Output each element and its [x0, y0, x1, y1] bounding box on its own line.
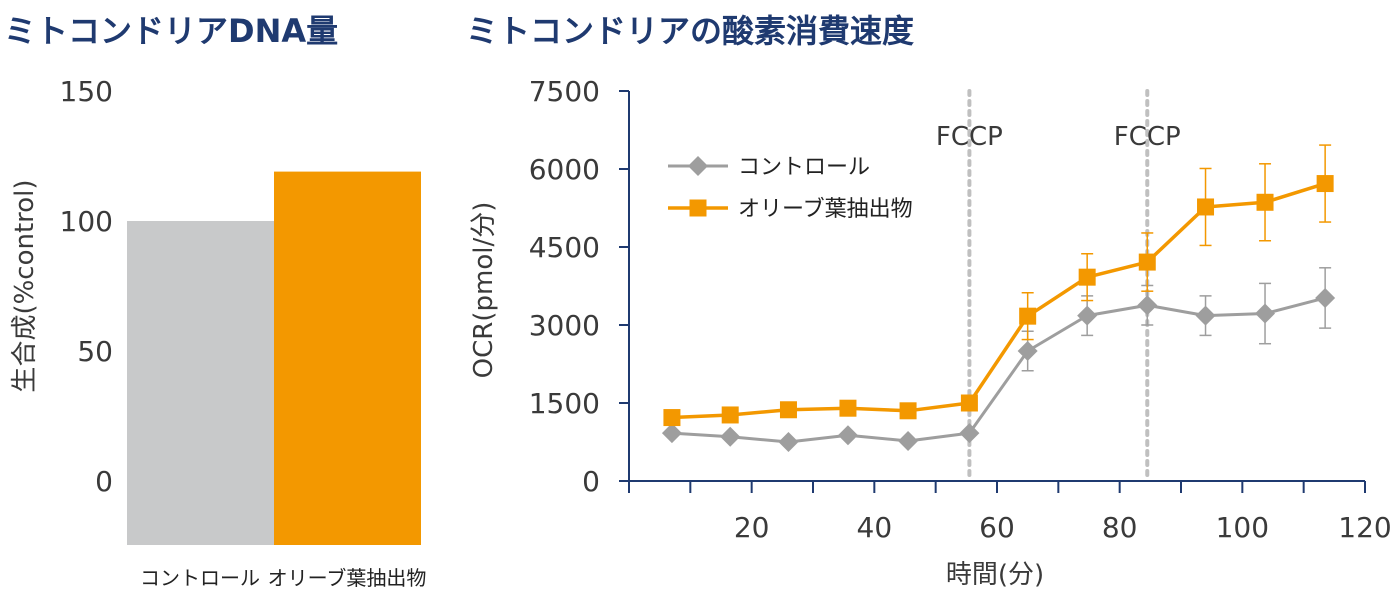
legend-label: オリーブ葉抽出物	[738, 197, 913, 222]
data-point	[779, 401, 797, 419]
data-point	[663, 409, 681, 427]
y-tick-label: 6000	[529, 153, 600, 186]
y-axis-label: OCR(pmol/分)	[469, 202, 499, 379]
bar-chart: 150 100 50 0 コントロール オリーブ葉抽出物 生合成(%control)	[10, 75, 426, 590]
x-tick-label: 120	[1338, 511, 1391, 544]
data-point	[1017, 341, 1038, 361]
y-tick-label: 0	[582, 465, 600, 498]
x-tick-label: 60	[979, 511, 1015, 544]
data-point	[1316, 175, 1334, 193]
y-axis-label: 生合成(%control)	[10, 179, 40, 392]
y-tick-label: 150	[60, 75, 113, 108]
legend-marker	[689, 199, 707, 217]
y-tick-label: 50	[77, 335, 113, 368]
series-line	[671, 181, 1326, 420]
data-point	[1315, 287, 1336, 308]
data-point	[1256, 193, 1274, 211]
x-axis-label: 時間(分)	[946, 560, 1044, 590]
data-point	[1078, 268, 1096, 286]
data-point	[721, 406, 739, 424]
legend-marker	[688, 156, 708, 176]
data-point	[720, 426, 741, 447]
legend-label: コントロール	[738, 155, 870, 180]
y-tick-label: 7500	[529, 75, 600, 108]
y-tick-label: 100	[60, 205, 113, 238]
data-point	[837, 425, 858, 446]
bar-olive-leaf-extract	[274, 171, 421, 545]
data-point	[1137, 295, 1158, 316]
series-line	[671, 296, 1326, 444]
line-chart: FCCP FCCP 7500 6000 4500 3000 1500 0 20 40 60 80 100…	[469, 75, 1392, 590]
x-tick-label: 40	[857, 511, 893, 544]
data-point	[960, 394, 978, 412]
data-point	[898, 430, 919, 451]
x-tick-label: 100	[1216, 511, 1269, 544]
data-point	[839, 399, 857, 417]
fccp-label: FCCP	[1114, 122, 1181, 152]
bar-chart-title: ミトコンドリアDNA量	[4, 12, 338, 50]
data-point	[1255, 303, 1276, 324]
series-control	[661, 267, 1336, 452]
data-point	[899, 402, 917, 420]
x-tick-label: 80	[1102, 511, 1138, 544]
category-label: オリーブ葉抽出物	[268, 566, 427, 590]
data-point	[1019, 307, 1037, 325]
y-tick-label: 4500	[529, 231, 600, 264]
y-tick-label: 0	[95, 465, 113, 498]
data-point	[1138, 253, 1156, 271]
fccp-label: FCCP	[936, 122, 1003, 152]
y-tick-label: 1500	[529, 387, 600, 420]
y-tick-label: 3000	[529, 309, 600, 342]
series-olive-leaf-extract	[663, 144, 1334, 427]
line-chart-title: ミトコンドリアの酸素消費速度	[466, 12, 914, 50]
data-point	[1197, 198, 1215, 216]
category-label: コントロール	[140, 566, 260, 590]
data-point	[778, 432, 799, 452]
data-point	[1195, 305, 1216, 326]
data-point	[959, 423, 980, 444]
data-point	[661, 423, 682, 444]
data-point	[1077, 305, 1098, 326]
bar-control	[127, 221, 274, 545]
x-tick-label: 20	[734, 511, 770, 544]
